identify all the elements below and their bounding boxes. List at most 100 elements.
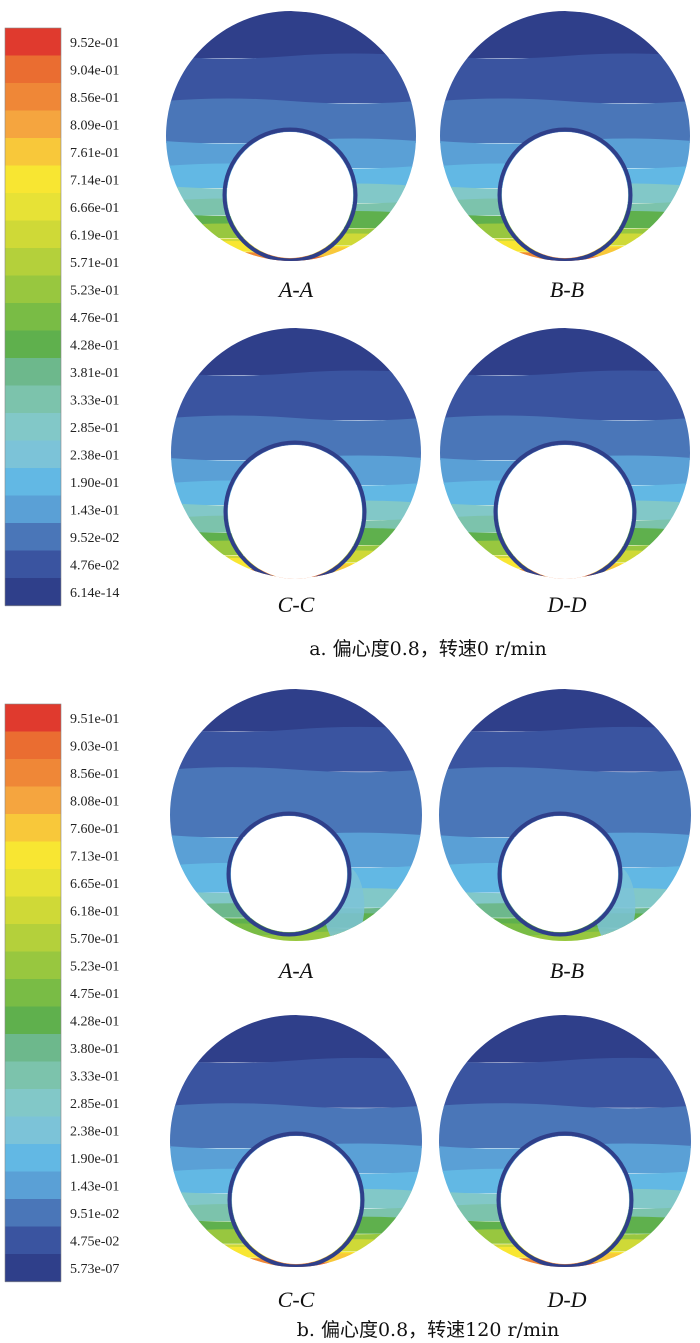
colorbar-tick-label: 2.38e-01 <box>70 1124 119 1139</box>
colorbar-swatch <box>5 55 61 84</box>
section-label-cc: C-C <box>278 592 315 617</box>
contour-section-b-aa <box>170 689 422 941</box>
colorbar-swatch <box>5 358 61 387</box>
contour-band <box>166 98 416 143</box>
colorbar-swatch <box>5 523 61 552</box>
contour-band <box>440 328 690 375</box>
contour-band <box>439 1103 691 1149</box>
inner-pipe-rim <box>496 1131 634 1267</box>
colorbar-swatch <box>5 869 61 898</box>
contour-band <box>439 1057 691 1108</box>
colorbar-tick-label: 5.73e-07 <box>70 1262 119 1277</box>
section-label-aa: A-A <box>277 277 314 302</box>
contour-band <box>166 53 416 103</box>
colorbar-swatch <box>5 731 61 760</box>
colorbar-tick-label: 9.03e-01 <box>70 739 119 754</box>
inner-pipe <box>502 816 618 932</box>
contour-section-a-bb <box>440 11 690 261</box>
colorbar-swatch <box>5 275 61 304</box>
contour-band <box>440 98 690 143</box>
contour-band <box>170 1103 422 1149</box>
colorbar-tick-label: 5.71e-01 <box>70 256 119 271</box>
inner-pipe-rim <box>227 1131 365 1267</box>
colorbar-swatch <box>5 1034 61 1063</box>
colorbar-tick-label: 7.14e-01 <box>70 173 119 188</box>
contour-band <box>439 726 691 772</box>
colorbar-tick-label: 1.43e-01 <box>70 503 119 518</box>
colorbar-swatch <box>5 1254 61 1283</box>
colorbar-swatch <box>5 1061 61 1090</box>
contour-band <box>440 53 690 103</box>
colorbar-frame <box>4 703 62 1282</box>
contour-band <box>166 11 416 58</box>
inner-pipe <box>232 1136 360 1264</box>
colorbar-tick-label: 7.60e-01 <box>70 822 119 837</box>
inner-pipe <box>501 1136 629 1264</box>
inner-pipe-rim <box>497 811 623 937</box>
colorbar-tick-label: 1.90e-01 <box>70 476 119 491</box>
contour-section-a-aa <box>166 11 416 261</box>
colorbar-swatch <box>5 1006 61 1035</box>
colorbar-tick-label: 6.18e-01 <box>70 904 119 919</box>
colorbar-swatch <box>5 1116 61 1145</box>
colorbar-a <box>4 27 62 607</box>
colorbar-tick-label: 4.75e-01 <box>70 987 119 1002</box>
contour-band <box>440 415 690 460</box>
colorbar-swatch <box>5 440 61 469</box>
contour-band <box>170 689 422 732</box>
colorbar-tick-label: 7.61e-01 <box>70 146 119 161</box>
colorbar-tick-label: 3.81e-01 <box>70 366 119 381</box>
colorbar-tick-label: 9.51e-01 <box>70 712 119 727</box>
colorbar-tick-label: 6.66e-01 <box>70 201 119 216</box>
inner-pipe-rim <box>226 811 352 937</box>
section-label-cc: C-C <box>278 1287 315 1312</box>
inner-pipe <box>228 445 362 579</box>
colorbar-swatch <box>5 193 61 222</box>
colorbar-tick-label: 8.56e-01 <box>70 767 119 782</box>
caption-b: b. 偏心度0.8，转速120 r/min <box>297 1319 560 1341</box>
inner-pipe <box>227 132 353 258</box>
colorbar-tick-label: 3.80e-01 <box>70 1042 119 1057</box>
colorbar-swatch <box>5 330 61 359</box>
panel-b: 9.51e-01 9.03e-01 8.56e-01 8.08e-01 7.60e-01… <box>4 689 691 1341</box>
inner-pipe-rim <box>493 440 637 579</box>
colorbar-a-labels: 9.52e-01 9.04e-01 8.56e-01 8.09e-01 7.61e-01… <box>70 36 119 601</box>
colorbar-swatch <box>5 110 61 139</box>
colorbar-tick-label: 8.08e-01 <box>70 794 119 809</box>
colorbar-swatch <box>5 248 61 277</box>
colorbar-tick-label: 4.76e-02 <box>70 558 119 573</box>
colorbar-swatch <box>5 138 61 167</box>
contour-band <box>440 11 690 58</box>
section-label-aa: A-A <box>277 958 314 983</box>
colorbar-tick-label: 9.04e-01 <box>70 63 119 78</box>
contour-section-b-bb <box>439 689 691 941</box>
contour-band <box>171 328 421 375</box>
inner-pipe-rim <box>497 127 633 261</box>
inner-pipe <box>231 816 347 932</box>
colorbar-tick-label: 9.51e-02 <box>70 1207 119 1222</box>
section-label-bb: B-B <box>550 277 584 302</box>
inner-pipe-rim <box>223 440 367 579</box>
contour-band <box>170 726 422 772</box>
colorbar-swatch <box>5 303 61 332</box>
panel-a: 9.52e-01 9.04e-01 8.56e-01 8.09e-01 7.61e-01… <box>4 11 690 660</box>
colorbar-tick-label: 3.33e-01 <box>70 393 119 408</box>
section-label-bb: B-B <box>550 958 584 983</box>
colorbar-swatch <box>5 385 61 414</box>
section-label-dd: D-D <box>546 1287 586 1312</box>
contour-band <box>171 370 421 420</box>
colorbar-tick-label: 5.23e-01 <box>70 959 119 974</box>
colorbar-swatch <box>5 1171 61 1200</box>
colorbar-swatch <box>5 1199 61 1228</box>
contour-band <box>439 689 691 732</box>
colorbar-swatch <box>5 220 61 249</box>
colorbar-swatch <box>5 165 61 194</box>
colorbar-tick-label: 6.65e-01 <box>70 877 119 892</box>
colorbar-swatch <box>5 786 61 815</box>
colorbar-tick-label: 2.38e-01 <box>70 448 119 463</box>
colorbar-swatch <box>5 468 61 497</box>
colorbar-tick-label: 4.75e-02 <box>70 1234 119 1249</box>
contour-band <box>439 767 691 838</box>
contour-band <box>440 370 690 420</box>
inner-pipe-rim <box>222 127 358 261</box>
